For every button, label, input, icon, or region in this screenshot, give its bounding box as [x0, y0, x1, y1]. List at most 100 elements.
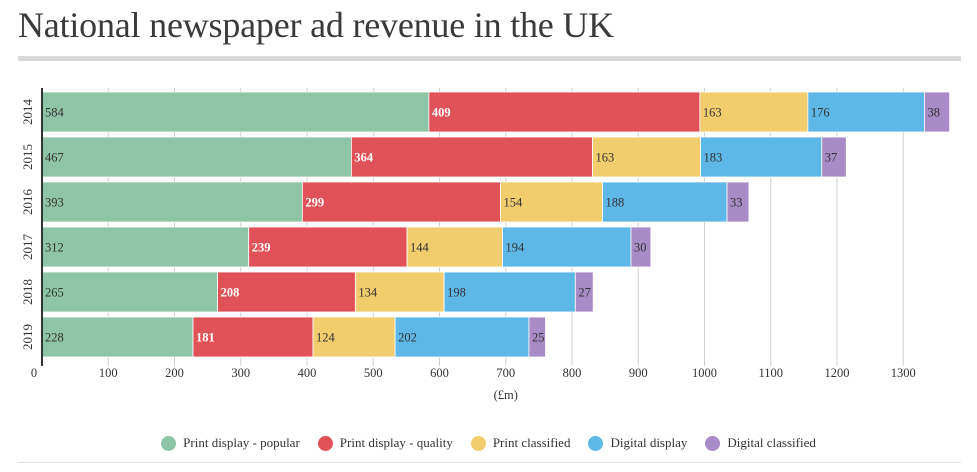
x-tick-label: 1300 [891, 366, 916, 380]
bar-segment [217, 271, 356, 313]
x-tick-label: 1100 [758, 366, 783, 380]
legend-swatch [317, 435, 333, 451]
bar-segment [301, 181, 501, 223]
stacked-bar-chart: 584 409 163 176 38 2014 467 364 163 183 37 2015 393 2… [20, 88, 951, 402]
legend-item: Digital classified [705, 435, 816, 451]
data-label: 176 [811, 106, 830, 120]
data-label: 393 [45, 196, 64, 210]
legend-label: Digital classified [727, 435, 816, 450]
data-label: 364 [354, 151, 374, 165]
bar-segment [807, 91, 925, 133]
data-label: 584 [45, 106, 65, 120]
legend-label: Digital display [610, 435, 688, 450]
category-label: 2015 [20, 144, 35, 170]
data-label: 163 [596, 151, 615, 165]
legend-label: Print classified [492, 435, 571, 450]
x-tick-label: 900 [629, 366, 648, 380]
data-label: 467 [45, 151, 64, 165]
chart-legend: Print display - popular Print display - q… [0, 433, 977, 453]
x-tick-label: 500 [364, 366, 383, 380]
data-label: 27 [578, 286, 591, 300]
x-tick-label: 800 [563, 366, 582, 380]
data-label: 194 [505, 241, 525, 255]
category-label: 2017 [20, 234, 35, 261]
bar-segment [428, 91, 701, 133]
x-tick-label: 100 [99, 366, 118, 380]
bar-segment [354, 271, 445, 313]
legend-swatch [470, 435, 486, 451]
data-label: 409 [432, 106, 451, 120]
bar-segment [41, 91, 430, 133]
data-label: 38 [927, 106, 940, 120]
legend-item: Print display - quality [317, 435, 453, 451]
legend-label: Print display - quality [339, 435, 453, 450]
data-label: 312 [45, 241, 64, 255]
category-label: 2016 [20, 189, 35, 216]
bar-segment [502, 226, 632, 268]
bar-segment [41, 226, 250, 268]
data-label: 208 [221, 286, 240, 300]
data-label: 239 [252, 241, 271, 255]
data-label: 124 [316, 331, 336, 345]
bar-segment [312, 316, 396, 358]
bar-segment [699, 91, 809, 133]
category-label: 2014 [20, 99, 35, 126]
bar-segment [602, 181, 728, 223]
title-divider [18, 56, 961, 61]
bar-segment [41, 316, 194, 358]
bar-segment [443, 271, 576, 313]
bar-segment [700, 136, 823, 178]
data-label: 37 [825, 151, 838, 165]
bar-segment [350, 136, 593, 178]
bar-segment [394, 316, 530, 358]
data-label: 299 [305, 196, 324, 210]
bar-segment [528, 316, 546, 358]
legend-swatch [588, 435, 604, 451]
data-label: 198 [447, 286, 466, 300]
x-tick-label: 0 [31, 366, 37, 380]
category-label: 2019 [20, 324, 35, 350]
legend-label: Print display - popular [183, 435, 300, 450]
data-label: 144 [410, 241, 430, 255]
bar-segment [248, 226, 408, 268]
category-label: 2018 [20, 279, 35, 305]
data-label: 154 [503, 196, 523, 210]
bar-segment [41, 271, 218, 313]
x-tick-label: 300 [231, 366, 250, 380]
x-tick-label: 400 [298, 366, 317, 380]
bar-segment [924, 91, 951, 133]
bottom-divider [18, 462, 961, 463]
data-label: 134 [358, 286, 378, 300]
bar-segment [821, 136, 847, 178]
x-tick-label: 200 [165, 366, 184, 380]
legend-item: Print display - popular [161, 435, 300, 451]
bar-segment [41, 136, 352, 178]
data-label: 183 [704, 151, 723, 165]
data-label: 25 [532, 331, 545, 345]
bar-segment [574, 271, 594, 313]
data-label: 202 [398, 331, 417, 345]
bar-segment [406, 226, 503, 268]
x-tick-label: 700 [496, 366, 515, 380]
x-tick-label: 1000 [692, 366, 717, 380]
data-label: 265 [45, 286, 64, 300]
data-label: 228 [45, 331, 64, 345]
data-label: 33 [730, 196, 743, 210]
data-label: 163 [703, 106, 722, 120]
data-label: 30 [634, 241, 647, 255]
x-axis-label: (£m) [494, 388, 518, 402]
bar-segment [726, 181, 750, 223]
x-tick-label: 600 [430, 366, 449, 380]
legend-swatch [161, 435, 177, 451]
x-tick-label: 1200 [825, 366, 850, 380]
chart-title: National newspaper ad revenue in the UK [18, 5, 614, 45]
bar-segment [592, 136, 701, 178]
bar-segment [192, 316, 314, 358]
bar-segment [41, 181, 303, 223]
legend-swatch [705, 435, 721, 451]
bar-segment [630, 226, 652, 268]
legend-item: Print classified [470, 435, 571, 451]
legend-item: Digital display [588, 435, 687, 451]
data-label: 181 [196, 331, 215, 345]
data-label: 188 [605, 196, 624, 210]
